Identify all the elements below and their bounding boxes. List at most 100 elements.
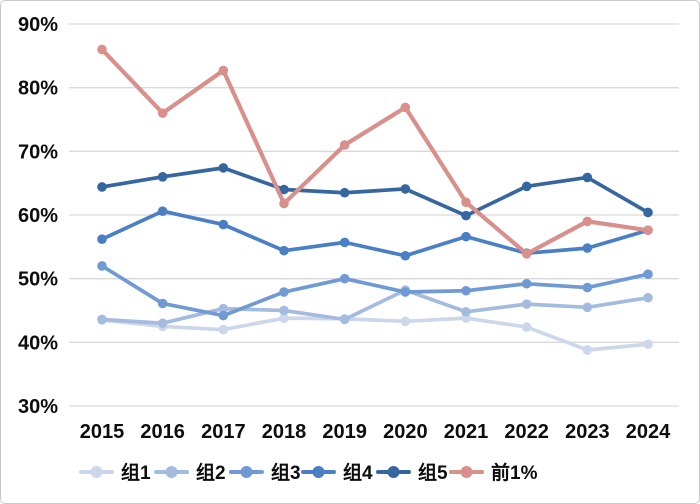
- data-point: [218, 303, 229, 314]
- legend-swatch-dot: [460, 466, 473, 478]
- series-line-0: [100, 316, 650, 352]
- data-point: [97, 234, 107, 244]
- x-axis-label: 2015: [80, 421, 125, 443]
- data-point: [97, 182, 107, 192]
- legend-item-2: 组3: [229, 461, 301, 484]
- x-axis-label: 2017: [201, 421, 246, 443]
- data-point: [400, 102, 411, 113]
- x-axis-label: 2018: [262, 421, 307, 443]
- data-point: [157, 108, 168, 118]
- y-axis-label: 40%: [18, 332, 58, 354]
- data-point: [97, 261, 107, 271]
- series-line-4: [100, 166, 650, 218]
- x-axis-label: 2021: [444, 421, 489, 443]
- data-point: [582, 243, 593, 253]
- legend-swatch-dot: [240, 466, 253, 478]
- x-axis-label: 2020: [383, 421, 428, 443]
- series-lines: [97, 44, 653, 355]
- data-point: [97, 314, 107, 325]
- data-point: [582, 216, 593, 227]
- data-point: [461, 285, 471, 296]
- data-point: [582, 345, 593, 355]
- legend-swatch-dot: [387, 466, 400, 478]
- x-axis-labels: 2015 2016 2017 2018 2019 2020 2021 2022 2023 2024: [80, 421, 671, 443]
- data-point: [339, 140, 350, 150]
- data-point: [279, 305, 289, 316]
- series-line-3: [100, 209, 650, 258]
- data-point: [279, 313, 289, 323]
- legend: 组1 组2 组3 组4 组5 前1%: [79, 461, 538, 484]
- x-axis-label: 2024: [626, 421, 671, 443]
- data-point: [582, 282, 593, 293]
- x-axis-label: 2016: [140, 421, 185, 443]
- data-point: [218, 324, 229, 335]
- data-point: [582, 172, 593, 183]
- y-axis-label: 80%: [18, 78, 58, 100]
- data-point: [157, 318, 168, 329]
- data-point: [218, 65, 229, 76]
- legend-label: 前1%: [491, 461, 538, 484]
- data-point: [643, 207, 653, 218]
- data-point: [521, 322, 532, 332]
- data-point: [157, 206, 168, 216]
- legend-swatch-dot: [312, 466, 325, 478]
- data-point: [400, 250, 411, 261]
- x-axis-label: 2022: [504, 421, 549, 443]
- legend-label: 组4: [343, 461, 373, 484]
- data-point: [461, 210, 471, 221]
- data-point: [400, 287, 411, 297]
- y-axis-label: 30%: [18, 396, 58, 418]
- legend-item-3: 组4: [301, 461, 373, 484]
- data-point: [279, 245, 289, 256]
- legend-label: 组2: [196, 461, 226, 484]
- data-point: [582, 302, 593, 313]
- data-point: [279, 287, 289, 297]
- data-point: [400, 316, 411, 327]
- data-point: [521, 299, 532, 309]
- legend-label: 组5: [418, 461, 448, 484]
- y-axis-label: 70%: [18, 141, 58, 163]
- data-point: [643, 225, 653, 236]
- legend-item-1: 组2: [154, 461, 226, 484]
- data-point: [339, 314, 350, 325]
- y-axis-label: 90%: [18, 14, 58, 36]
- legend-item-0: 组1: [79, 461, 151, 484]
- data-point: [279, 198, 289, 209]
- data-point: [643, 339, 653, 350]
- data-point: [218, 163, 229, 173]
- series-line-5: [99, 47, 651, 256]
- data-point: [461, 197, 471, 208]
- gridlines: [69, 23, 679, 407]
- data-point: [279, 184, 289, 195]
- data-point: [339, 237, 350, 248]
- legend-item-4: 组5: [376, 461, 448, 484]
- data-point: [157, 172, 168, 182]
- data-point: [461, 306, 471, 317]
- legend-label: 组1: [121, 461, 151, 484]
- legend-swatch-dot: [90, 466, 103, 478]
- data-point: [400, 184, 411, 194]
- legend-label: 组3: [271, 461, 301, 484]
- data-point: [339, 187, 350, 198]
- data-point: [461, 231, 471, 242]
- y-axis-label: 60%: [18, 205, 58, 227]
- legend-swatch-dot: [165, 466, 178, 478]
- x-axis-label: 2019: [322, 421, 367, 443]
- legend-item-5: 前1%: [449, 461, 538, 484]
- data-point: [218, 310, 229, 321]
- series-line-2: [100, 264, 650, 318]
- data-point: [521, 181, 532, 192]
- data-point: [521, 249, 532, 259]
- data-point: [521, 278, 532, 289]
- x-axis-label: 2023: [565, 421, 610, 443]
- data-point: [218, 219, 229, 230]
- data-point: [643, 269, 653, 280]
- series-line-1: [100, 288, 650, 326]
- data-point: [339, 273, 350, 284]
- data-point: [643, 292, 653, 303]
- y-axis-labels: 90% 80% 70% 60% 50% 40% 30%: [18, 14, 58, 418]
- data-point: [157, 298, 168, 309]
- data-point: [97, 44, 107, 55]
